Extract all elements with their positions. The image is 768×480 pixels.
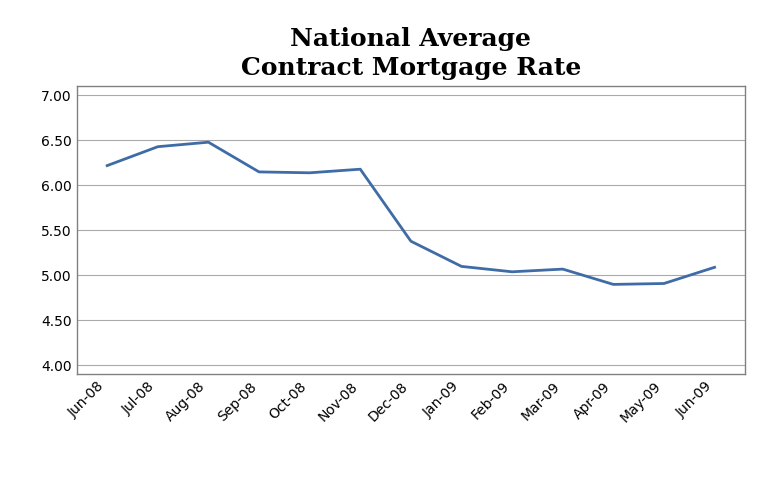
Title: National Average
Contract Mortgage Rate: National Average Contract Mortgage Rate: [240, 26, 581, 80]
